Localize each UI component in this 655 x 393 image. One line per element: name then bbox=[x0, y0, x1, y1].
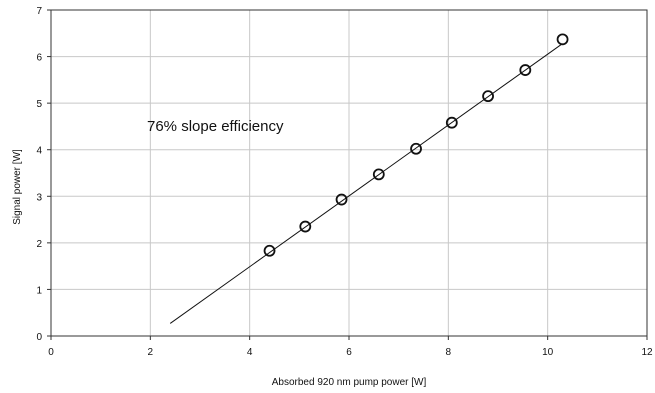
x-axis-ticks: 0 2 4 6 8 10 12 bbox=[48, 336, 653, 358]
y-axis-ticks: 0 1 2 3 4 5 6 7 bbox=[36, 6, 51, 343]
grid bbox=[51, 10, 647, 336]
data-point bbox=[372, 168, 385, 181]
y-tick-label: 7 bbox=[36, 6, 42, 17]
data-point bbox=[519, 64, 532, 76]
y-tick-label: 5 bbox=[36, 99, 42, 110]
data-point bbox=[335, 193, 348, 206]
data-point bbox=[445, 116, 458, 129]
x-tick-label: 6 bbox=[346, 347, 352, 358]
x-tick-label: 2 bbox=[148, 347, 154, 358]
x-axis-label: Absorbed 920 nm pump power [W] bbox=[272, 377, 427, 388]
x-tick-label: 10 bbox=[542, 347, 554, 358]
slope-annotation: 76% slope efficiency bbox=[147, 118, 284, 135]
data-point bbox=[263, 244, 276, 257]
data-point bbox=[482, 90, 494, 103]
y-tick-label: 4 bbox=[36, 146, 42, 157]
y-tick-label: 2 bbox=[36, 239, 42, 250]
x-tick-label: 8 bbox=[446, 347, 452, 358]
data-points bbox=[263, 33, 569, 257]
y-axis-label: Signal power [W] bbox=[12, 149, 23, 225]
data-point bbox=[299, 220, 312, 233]
x-tick-label: 12 bbox=[641, 347, 653, 358]
y-tick-label: 6 bbox=[36, 53, 42, 64]
data-point bbox=[410, 142, 422, 155]
y-tick-label: 1 bbox=[36, 285, 42, 296]
x-tick-label: 0 bbox=[48, 347, 54, 358]
data-point bbox=[556, 33, 569, 46]
y-tick-label: 0 bbox=[36, 332, 42, 343]
y-tick-label: 3 bbox=[36, 192, 42, 203]
fit-line bbox=[169, 43, 563, 324]
x-tick-label: 4 bbox=[247, 347, 253, 358]
